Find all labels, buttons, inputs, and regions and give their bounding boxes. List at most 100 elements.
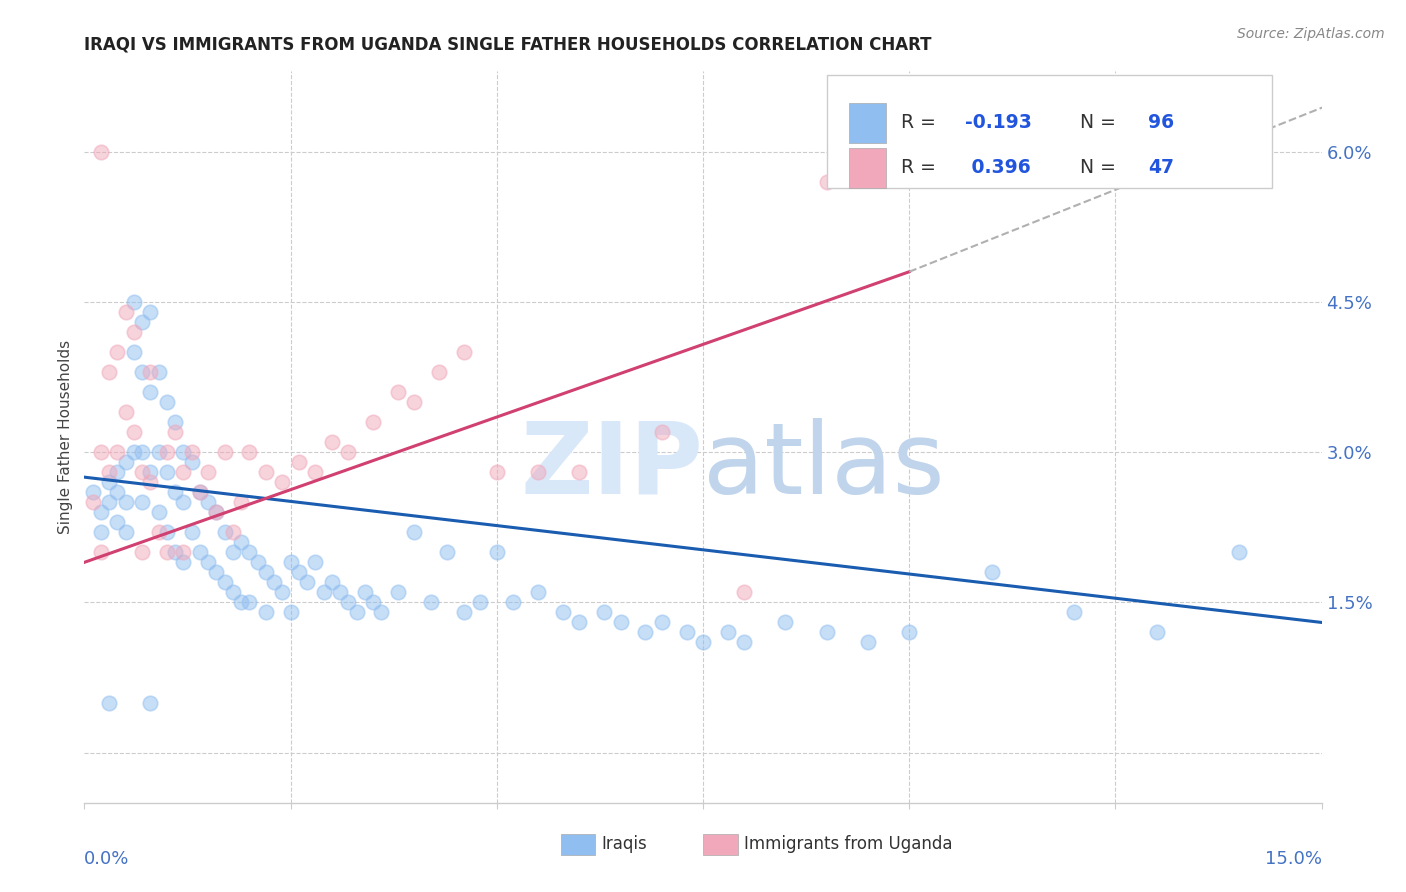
Point <box>122 325 145 339</box>
Point <box>361 415 384 429</box>
Point <box>131 545 153 559</box>
Point <box>304 465 326 479</box>
Point <box>197 495 219 509</box>
Point <box>263 575 285 590</box>
Point <box>502 595 524 609</box>
Point <box>485 545 508 559</box>
Text: 0.0%: 0.0% <box>84 850 129 868</box>
Point <box>346 606 368 620</box>
Point <box>692 635 714 649</box>
Point <box>453 606 475 620</box>
Point <box>527 585 550 599</box>
Point <box>321 575 343 590</box>
Point <box>238 545 260 559</box>
Point <box>229 495 252 509</box>
Point <box>593 606 616 620</box>
Point <box>105 485 128 500</box>
Point <box>651 425 673 439</box>
Text: atlas: atlas <box>703 417 945 515</box>
Point <box>114 455 136 469</box>
Point <box>139 465 162 479</box>
Point <box>180 455 202 469</box>
Point <box>568 615 591 630</box>
Text: -0.193: -0.193 <box>966 113 1032 132</box>
Text: R =: R = <box>901 113 942 132</box>
Point <box>337 595 360 609</box>
Point <box>214 525 236 540</box>
Point <box>427 365 450 379</box>
Point <box>205 505 228 519</box>
Point <box>229 595 252 609</box>
Point <box>139 384 162 399</box>
Point <box>114 305 136 319</box>
Point <box>172 445 194 459</box>
Point <box>609 615 631 630</box>
Point <box>295 575 318 590</box>
Point <box>105 515 128 529</box>
Point <box>222 545 245 559</box>
Text: N =: N = <box>1080 113 1122 132</box>
Point <box>188 545 211 559</box>
Point <box>436 545 458 559</box>
Point <box>131 315 153 329</box>
Point <box>90 525 112 540</box>
Point <box>122 445 145 459</box>
Point <box>156 465 179 479</box>
Point <box>180 525 202 540</box>
Point <box>980 566 1002 580</box>
Point <box>139 475 162 490</box>
Y-axis label: Single Father Households: Single Father Households <box>58 340 73 534</box>
Point <box>815 625 838 640</box>
Point <box>675 625 697 640</box>
Point <box>98 475 121 490</box>
Point <box>312 585 335 599</box>
Point <box>1227 545 1250 559</box>
Point <box>131 365 153 379</box>
Point <box>453 345 475 359</box>
Point <box>172 465 194 479</box>
Point <box>148 445 170 459</box>
Point <box>1146 625 1168 640</box>
Bar <box>849 148 886 188</box>
Point <box>271 585 294 599</box>
Point <box>180 445 202 459</box>
Text: N =: N = <box>1080 159 1122 178</box>
Point <box>82 485 104 500</box>
Point <box>82 495 104 509</box>
Point <box>568 465 591 479</box>
Point <box>139 696 162 710</box>
Point <box>139 365 162 379</box>
Point <box>404 395 426 409</box>
Point <box>105 345 128 359</box>
Point <box>288 566 311 580</box>
Point <box>98 495 121 509</box>
Point <box>98 465 121 479</box>
Point <box>775 615 797 630</box>
Point <box>353 585 375 599</box>
Point <box>172 545 194 559</box>
Point <box>419 595 441 609</box>
Point <box>122 294 145 309</box>
Point <box>131 495 153 509</box>
Point <box>197 465 219 479</box>
Point <box>188 485 211 500</box>
Point <box>254 606 277 620</box>
Point <box>205 505 228 519</box>
Point <box>485 465 508 479</box>
Point <box>222 525 245 540</box>
Point <box>470 595 492 609</box>
Point <box>222 585 245 599</box>
Point <box>156 395 179 409</box>
Point <box>90 545 112 559</box>
Point <box>238 595 260 609</box>
Point <box>131 465 153 479</box>
Point <box>172 495 194 509</box>
Point <box>114 525 136 540</box>
Point <box>651 615 673 630</box>
Point <box>551 606 574 620</box>
Point <box>404 525 426 540</box>
Point <box>1063 606 1085 620</box>
Bar <box>561 833 595 855</box>
Text: Source: ZipAtlas.com: Source: ZipAtlas.com <box>1237 27 1385 41</box>
Point <box>733 635 755 649</box>
